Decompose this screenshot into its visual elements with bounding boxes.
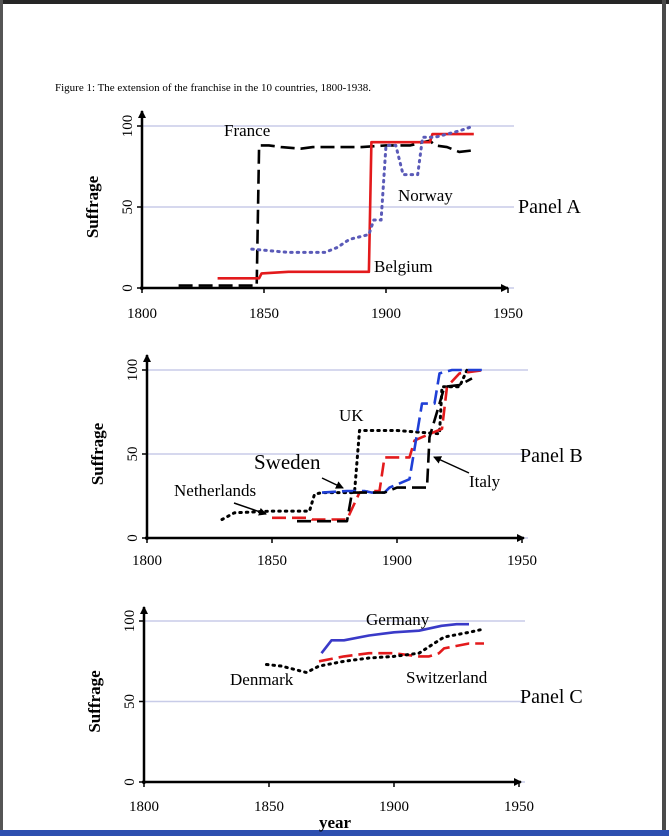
panel-2-series xyxy=(265,622,486,674)
panel-1-series xyxy=(220,368,485,523)
x-axis-title: year xyxy=(319,813,352,832)
annotation-italy: Italy xyxy=(469,472,501,491)
annotation-belgium: Belgium xyxy=(374,257,433,276)
series-line-switzerland xyxy=(318,642,484,663)
x-tick-label: 1950 xyxy=(507,553,537,569)
annotation-france: France xyxy=(224,121,270,140)
x-tick-label: 1850 xyxy=(249,306,279,322)
y-tick-label: 0 xyxy=(120,284,136,292)
annotation-germany: Germany xyxy=(366,610,430,629)
x-tick-label: 1950 xyxy=(493,306,523,322)
y-tick-label: 100 xyxy=(120,115,136,138)
frame-top-edge xyxy=(0,0,669,4)
annotation-sweden: Sweden xyxy=(254,450,321,474)
series-line-denmark xyxy=(265,627,486,674)
panel-c: 0 50 100 1800 1850 1900 1950 Suffrage Panel C G… xyxy=(85,606,583,832)
x-tick-label: 1800 xyxy=(129,799,159,815)
panel-b: 0 50 100 1800 1850 1900 1950 Suffrage Panel B U… xyxy=(88,354,583,569)
panel-0-series xyxy=(178,124,476,287)
arrow-sweden xyxy=(321,477,344,489)
x-tick-label: 1950 xyxy=(504,799,534,815)
series-line-sweden xyxy=(272,368,485,521)
figure-caption: Figure 1: The extension of the franchise… xyxy=(55,82,371,94)
x-tick-label: 1900 xyxy=(379,799,409,815)
panel-a: 0 50 100 1800 1850 1900 1950 Suffrage Panel A F… xyxy=(83,110,581,322)
annotation-denmark: Denmark xyxy=(230,670,294,689)
panel-2-axes: 0 50 100 1800 1850 1900 1950 Suffrage xyxy=(85,606,534,815)
series-line-belgium xyxy=(217,132,474,280)
x-tick-label: 1900 xyxy=(371,306,401,322)
y-tick-label: 100 xyxy=(122,610,138,633)
panel-1-axes: 0 50 100 1800 1850 1900 1950 Suffrage xyxy=(88,354,537,569)
panel-b-label: Panel B xyxy=(520,445,583,467)
x-tick-label: 1850 xyxy=(254,799,284,815)
annotation-netherlands: Netherlands xyxy=(174,481,256,500)
annotation-uk: UK xyxy=(339,406,364,425)
y-tick-label: 100 xyxy=(125,359,141,382)
arrow-italy xyxy=(433,456,470,474)
y-tick-label: 50 xyxy=(125,447,141,462)
series-line-france xyxy=(178,139,474,287)
x-tick-label: 1850 xyxy=(257,553,287,569)
y-axis-title: Suffrage xyxy=(83,175,102,238)
series-line-italy xyxy=(297,377,473,523)
panel-0-axes: 0 50 100 1800 1850 1900 1950 Suffrage xyxy=(83,110,523,322)
frame-left-edge xyxy=(0,0,3,836)
arrow-netherlands xyxy=(233,502,267,516)
x-tick-label: 1900 xyxy=(382,553,412,569)
frame-right-edge xyxy=(662,0,666,836)
series-line-uk xyxy=(220,368,469,521)
panel-a-label: Panel A xyxy=(518,196,581,218)
panel-c-label: Panel C xyxy=(520,686,583,708)
annotation-switzerland: Switzerland xyxy=(406,668,488,687)
series-line-netherlands xyxy=(321,368,485,494)
frame-bottom-edge xyxy=(0,830,669,836)
y-axis-title: Suffrage xyxy=(88,422,107,485)
y-tick-label: 0 xyxy=(122,778,138,786)
series-line-germany xyxy=(320,622,469,654)
annotation-norway: Norway xyxy=(398,186,453,205)
y-tick-label: 50 xyxy=(122,694,138,709)
series-line-norway xyxy=(250,124,476,254)
y-tick-label: 0 xyxy=(125,534,141,542)
x-tick-label: 1800 xyxy=(127,306,157,322)
x-tick-label: 1800 xyxy=(132,553,162,569)
y-tick-label: 50 xyxy=(120,200,136,215)
y-axis-title: Suffrage xyxy=(85,670,104,733)
